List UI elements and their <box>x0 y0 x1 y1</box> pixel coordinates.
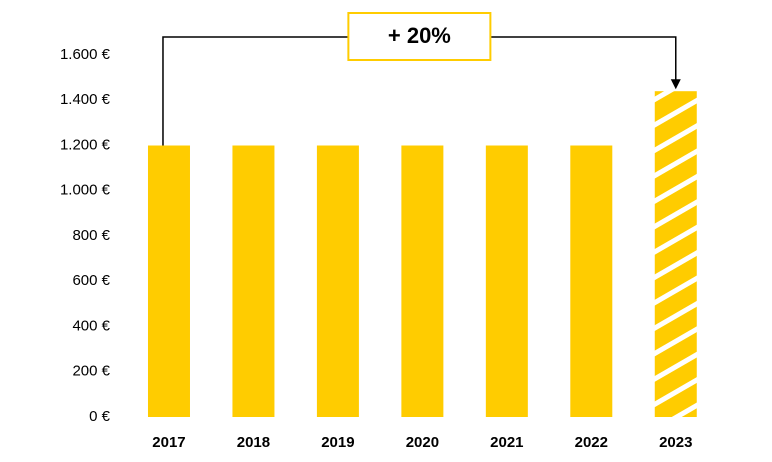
bar <box>232 145 275 417</box>
y-tick-label: 600 € <box>72 272 110 289</box>
bar <box>316 145 359 417</box>
y-tick-label: 1.400 € <box>60 91 111 108</box>
bar <box>485 145 528 417</box>
x-tick-label: 2023 <box>659 434 692 451</box>
x-tick-label: 2019 <box>321 434 354 451</box>
annotation-label: + 20% <box>388 23 451 48</box>
y-tick-label: 1.200 € <box>60 136 111 153</box>
y-tick-label: 200 € <box>72 363 110 380</box>
x-tick-label: 2021 <box>490 434 523 451</box>
y-tick-label: 800 € <box>72 227 110 244</box>
x-tick-label: 2018 <box>237 434 270 451</box>
y-tick-label: 1.000 € <box>60 182 111 199</box>
bar <box>147 145 190 417</box>
bar <box>401 145 444 417</box>
annotation-box <box>347 12 492 61</box>
x-tick-label: 2020 <box>406 434 439 451</box>
bar <box>570 145 613 417</box>
x-tick-label: 2022 <box>575 434 608 451</box>
bar <box>654 91 697 417</box>
y-tick-label: 1.600 € <box>60 46 111 63</box>
y-tick-label: 400 € <box>72 317 110 334</box>
annotation-arrow <box>670 79 681 90</box>
y-tick-label: 0 € <box>89 408 111 425</box>
x-tick-label: 2017 <box>152 434 185 451</box>
